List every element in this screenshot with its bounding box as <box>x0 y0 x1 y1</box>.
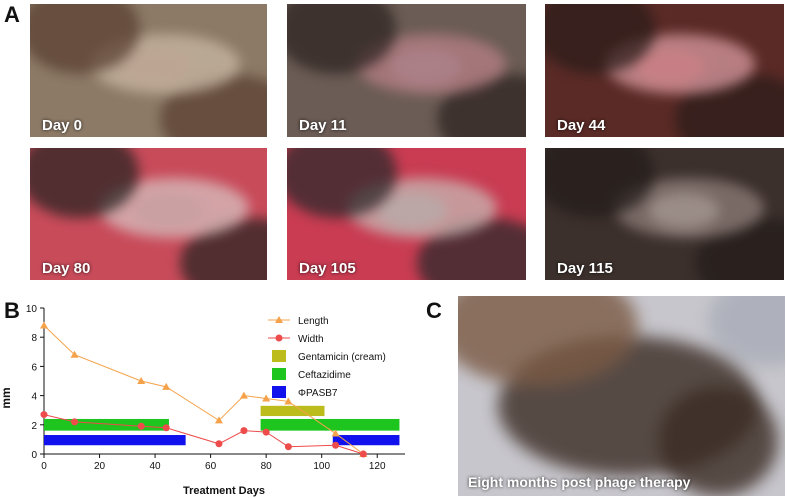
photo-caption: Eight months post phage therapy <box>468 474 691 490</box>
treatment-bar <box>44 435 186 446</box>
x-tick-label: 60 <box>205 461 217 472</box>
treatment-bar <box>44 418 169 431</box>
x-tick-label: 100 <box>313 461 330 472</box>
treatment-bar <box>260 405 325 417</box>
legend-swatch <box>272 368 286 380</box>
data-point <box>162 382 171 390</box>
legend-marker <box>275 334 283 342</box>
photo-caption: Day 115 <box>557 260 613 277</box>
measurement-series <box>40 321 368 458</box>
x-tick-label: 40 <box>150 461 162 472</box>
legend-label: Gentamicin (cream) <box>298 352 386 363</box>
data-point <box>137 422 145 430</box>
legend-swatch <box>272 386 286 398</box>
x-axis-label: Treatment Days <box>183 485 265 497</box>
photo-caption: Day 44 <box>557 117 606 134</box>
data-point <box>71 418 79 426</box>
wound-photo-day-115: Day 115 <box>545 148 784 280</box>
panel-label-b: B <box>4 298 20 323</box>
legend-label: Length <box>298 316 329 327</box>
paw-photo-eight-months: Eight months post phage therapy <box>458 296 785 496</box>
y-tick-label: 6 <box>31 362 37 373</box>
wound-photo-day-80: Day 80 <box>30 148 267 280</box>
photo-caption: Day 80 <box>42 260 91 277</box>
data-point <box>332 441 340 449</box>
legend-label: Width <box>298 334 324 345</box>
wound-photo-day-44: Day 44 <box>545 4 784 137</box>
x-tick-label: 120 <box>369 461 386 472</box>
data-point <box>359 450 367 458</box>
x-tick-label: 80 <box>261 461 273 472</box>
y-tick-label: 10 <box>26 304 38 315</box>
legend-marker <box>275 316 283 323</box>
treatment-bar <box>260 418 400 431</box>
data-point <box>262 394 271 402</box>
wound-photo-day-0: Day 0 <box>30 4 267 137</box>
y-tick-label: 4 <box>31 392 37 403</box>
legend-label: ΦPASB7 <box>298 388 338 399</box>
treatment-bar <box>332 435 400 446</box>
y-tick-label: 0 <box>31 450 37 461</box>
x-tick-label: 0 <box>41 461 47 472</box>
panel-label-a: A <box>4 2 20 27</box>
series-line <box>43 414 364 455</box>
wound-photo-day-11: Day 11 <box>287 4 526 137</box>
photo-caption: Day 105 <box>299 260 356 277</box>
data-point <box>240 427 248 435</box>
data-point <box>284 443 292 451</box>
photo-caption: Day 0 <box>42 117 83 134</box>
data-point <box>40 411 48 419</box>
legend-label: Ceftazidime <box>298 370 351 381</box>
data-point <box>162 424 170 432</box>
panel-label-c: C <box>426 298 442 323</box>
legend-swatch <box>272 350 286 362</box>
y-tick-label: 2 <box>31 421 37 432</box>
chart-legend: Length Width Gentamicin (cream) Ceftazidime… <box>268 316 386 399</box>
wound-photo-day-105: Day 105 <box>287 148 526 280</box>
data-point <box>70 350 79 358</box>
y-axis-label: mm <box>0 387 13 408</box>
y-tick-label: 8 <box>31 333 37 344</box>
data-point <box>239 391 248 399</box>
treatment-bars <box>44 405 400 446</box>
photo-caption: Day 11 <box>299 117 347 134</box>
data-point <box>331 429 340 437</box>
series-line <box>43 325 364 455</box>
data-point <box>215 440 223 448</box>
x-tick-label: 20 <box>94 461 106 472</box>
data-point <box>284 397 293 405</box>
data-point <box>214 416 223 424</box>
data-point <box>262 428 270 436</box>
data-point <box>40 321 48 329</box>
data-point <box>137 377 146 384</box>
